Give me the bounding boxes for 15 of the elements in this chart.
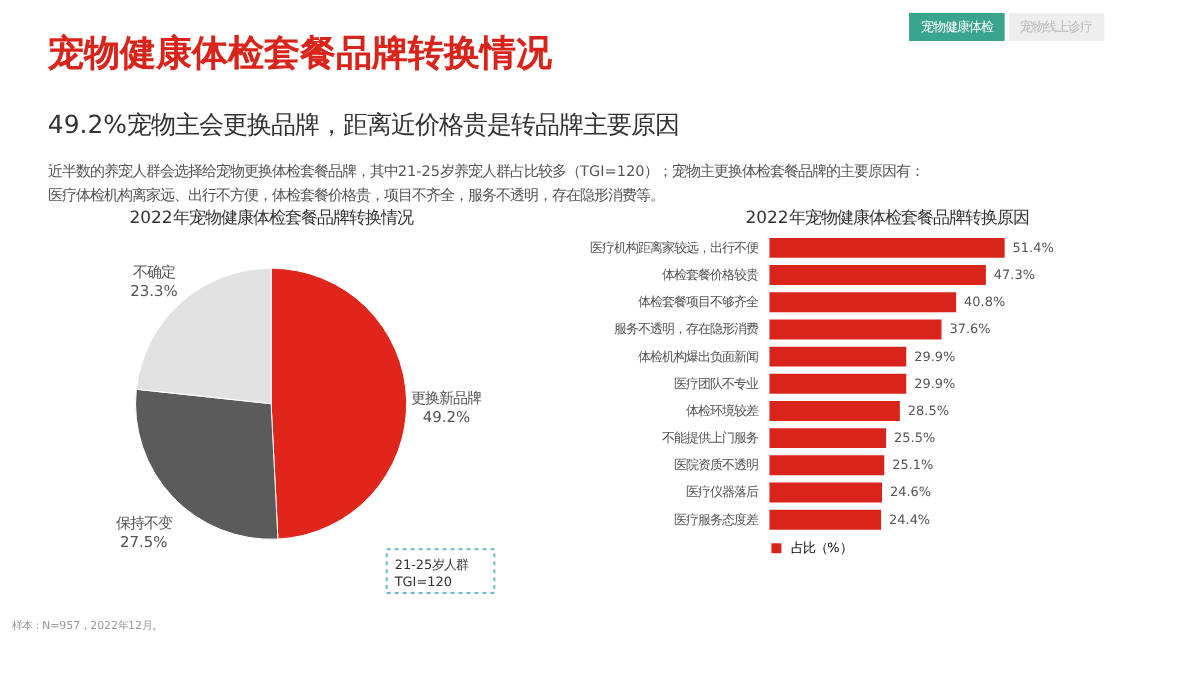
bar: [769, 509, 882, 530]
chart-title: 2022年宠物健康体检套餐品牌转换原因: [745, 207, 1029, 228]
chart-title: 2022年宠物健康体检套餐品牌转换情况: [129, 207, 413, 228]
bar: [769, 455, 885, 476]
bar: [769, 346, 907, 367]
bar: [769, 265, 986, 286]
bar: [769, 319, 942, 340]
bar: [769, 292, 957, 313]
bar: [769, 237, 1005, 258]
bar: [769, 401, 900, 421]
text: 宠物健康体检套餐品牌转换情况: [45, 32, 554, 75]
text: 49.2%宠物主会更换品牌，距离近价格贵是转品牌主要原因: [47, 108, 679, 139]
bar: [769, 428, 887, 449]
bar: [769, 373, 907, 394]
bar: [769, 482, 883, 503]
